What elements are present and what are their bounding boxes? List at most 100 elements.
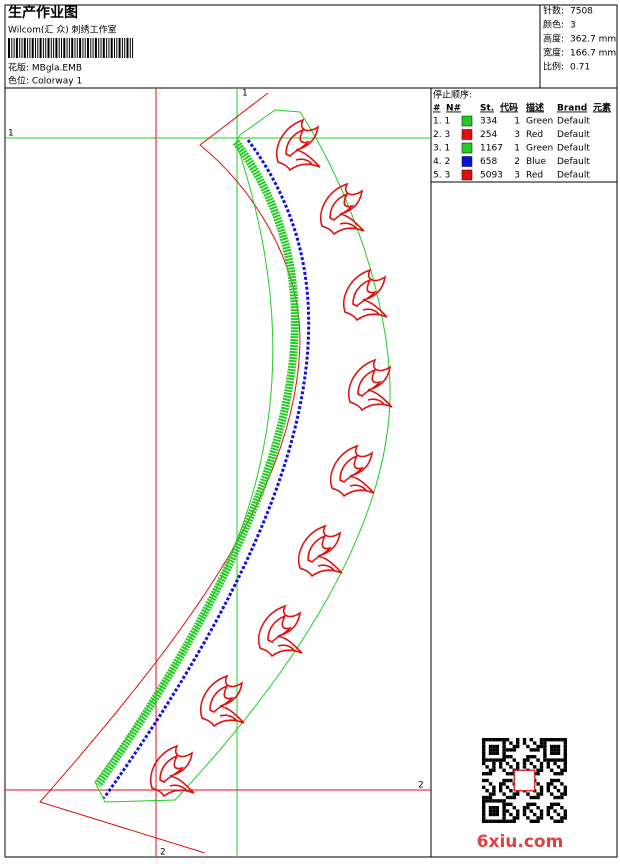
qr-module: [482, 758, 486, 762]
qr-module: [533, 812, 537, 817]
qr-module: [529, 809, 533, 813]
qr-module: [482, 785, 486, 789]
qr-module: [529, 819, 533, 823]
row-index: 4. 2: [433, 157, 450, 167]
qr-module: [505, 761, 510, 766]
hoop-outline: [39, 92, 301, 854]
qr-module: [502, 738, 506, 742]
qr-module: [522, 765, 527, 769]
code: 1: [514, 144, 520, 154]
bar: [35, 38, 36, 58]
qr-module: [502, 812, 506, 817]
qr-module: [539, 738, 544, 742]
qr-module: [550, 758, 554, 762]
bar: [27, 38, 29, 58]
bar: [58, 38, 60, 58]
qr-module: [492, 806, 496, 810]
qr-module: [492, 761, 496, 766]
bar: [8, 38, 10, 58]
bar: [110, 38, 113, 58]
color-swatch: [461, 142, 473, 154]
qr-module: [492, 812, 496, 817]
bar: [66, 38, 68, 58]
qr-module: [488, 772, 493, 776]
qr-module: [512, 748, 516, 752]
qr-module: [529, 795, 533, 800]
qr-module: [516, 809, 520, 813]
stat-value: 3: [570, 21, 576, 31]
qr-module: [499, 765, 503, 769]
qr-module: [492, 744, 496, 749]
satin-band: [94, 139, 299, 788]
qr-module: [550, 816, 554, 820]
qr-module: [526, 806, 530, 810]
qr-module: [546, 809, 550, 813]
qr-module: [495, 812, 499, 817]
qr-module: [553, 819, 557, 823]
row-index: 2. 3: [433, 130, 450, 140]
qr-module: [516, 738, 520, 742]
bar: [126, 38, 129, 58]
qr-module: [512, 792, 516, 796]
qr-module: [485, 795, 489, 800]
qr-module: [509, 812, 513, 817]
qr-module: [488, 799, 493, 803]
stitches: 334: [480, 117, 497, 127]
qr-module: [543, 758, 547, 762]
qr-module: [536, 816, 540, 820]
qr-module: [539, 785, 544, 789]
qr-module: [536, 748, 540, 752]
row-index: 1. 1: [433, 117, 450, 127]
qr-module: [560, 772, 564, 776]
stitches: 1167: [480, 144, 503, 154]
column-header: N#: [446, 104, 461, 114]
qr-module: [553, 758, 557, 762]
qr-module: [502, 751, 506, 755]
qr-module: [529, 761, 533, 766]
stat-value: 362.7 mm: [570, 35, 616, 45]
column-header: 代码: [499, 102, 518, 114]
bar: [29, 38, 31, 58]
qr-module: [488, 782, 493, 786]
bar: [132, 38, 134, 58]
bar: [118, 38, 121, 58]
bar: [47, 38, 50, 58]
qr-module: [505, 819, 510, 823]
qr-module: [550, 738, 554, 742]
qr-module: [509, 741, 513, 745]
qr-module: [495, 799, 499, 803]
qr-module: [505, 755, 510, 759]
qr-module: [495, 751, 499, 755]
qr-module: [526, 816, 530, 820]
qr-module: [550, 748, 554, 752]
bar: [53, 38, 55, 58]
qr-module: [526, 755, 530, 759]
watermark: 6xiu.com: [477, 832, 564, 852]
row-index: 3. 1: [433, 144, 450, 154]
qr-module: [502, 792, 506, 796]
qr-module: [502, 809, 506, 813]
guide-label: 1: [242, 89, 248, 99]
code: 1: [514, 117, 520, 127]
description: Blue: [526, 157, 546, 167]
qr-module: [563, 768, 567, 772]
color-swatch: [461, 156, 473, 167]
qr-module: [556, 738, 561, 742]
bar: [87, 38, 89, 58]
bar: [74, 38, 76, 58]
qr-module: [529, 738, 533, 742]
qr-module: [492, 809, 496, 813]
qr-module: [529, 748, 533, 752]
qr-module: [482, 738, 486, 742]
qr-module: [550, 768, 554, 772]
design-name: 花版: MBgla.EMB: [8, 62, 82, 74]
qr-module: [536, 795, 540, 800]
qr-module: [556, 751, 561, 755]
qr-module: [550, 778, 554, 783]
qr-module: [488, 812, 493, 817]
qr-module: [516, 761, 520, 766]
qr-module: [563, 751, 567, 755]
qr-module: [482, 772, 486, 776]
stat-value: 7508: [570, 7, 593, 17]
code: 3: [514, 171, 520, 181]
